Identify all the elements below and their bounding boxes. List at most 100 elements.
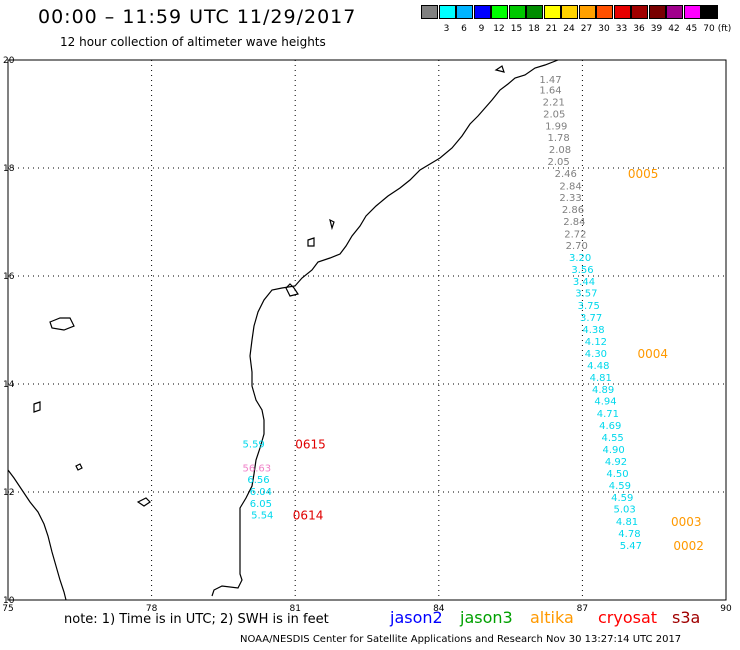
page-subtitle: 12 hour collection of altimeter wave hei… — [60, 35, 326, 49]
wave-height-value: 2.72 — [564, 229, 586, 240]
wave-height-value: 4.48 — [587, 361, 609, 372]
wave-height-value: 4.30 — [585, 349, 607, 360]
lat-tick-label: 12 — [3, 488, 14, 498]
lon-tick-label: 78 — [146, 604, 158, 614]
legend-label: 21 — [545, 24, 558, 34]
wave-height-value: 4.71 — [597, 409, 619, 420]
wave-height-value: 2.33 — [559, 193, 581, 204]
wave-height-value: 4.59 — [609, 481, 631, 492]
legend-label: 36 — [633, 24, 645, 34]
legend-swatch — [508, 5, 526, 19]
wave-height-value: 4.89 — [592, 385, 614, 396]
coastline — [7, 59, 559, 601]
legend-swatch — [438, 5, 456, 19]
legend-swatch — [421, 5, 438, 19]
satellite-label-jason3: jason3 — [460, 608, 513, 627]
legend-swatch — [473, 5, 491, 19]
wave-height-value: 1.64 — [539, 86, 561, 97]
legend-label: 3 — [443, 24, 450, 34]
legend-unit-label: (ft) — [717, 24, 732, 34]
legend-swatch — [648, 5, 666, 19]
legend-label: 6 — [461, 24, 467, 34]
legend-swatch — [456, 5, 473, 19]
island-1 — [49, 317, 75, 331]
lat-tick-label: 20 — [3, 56, 15, 66]
legend-label: 24 — [563, 24, 575, 34]
india-east-coast — [211, 59, 559, 597]
time-label: 0003 — [671, 515, 702, 529]
lat-tick-label: 18 — [3, 164, 15, 174]
lon-tick-label: 90 — [720, 604, 732, 614]
map-frame — [7, 59, 727, 601]
time-label: 0004 — [637, 347, 668, 361]
wave-height-value: 5.47 — [620, 541, 642, 552]
wave-height-value: 2.84 — [559, 181, 581, 192]
legend-label: 39 — [650, 24, 663, 34]
wave-height-value: 4.50 — [606, 469, 628, 480]
wave-height-value: 2.84 — [563, 217, 585, 228]
wave-height-value: 1.78 — [547, 133, 569, 144]
wave-height-value: 3.44 — [573, 277, 595, 288]
island-5 — [329, 218, 335, 231]
time-label: 0005 — [628, 167, 659, 181]
wave-height-value: 5.59 — [243, 439, 265, 450]
satellite-label-altika: altika — [530, 608, 574, 627]
wave-height-value: 4.81 — [590, 373, 612, 384]
satellite-label-s3a: s3a — [672, 608, 701, 627]
time-label: 0615 — [295, 437, 326, 451]
wave-height-value: 4.94 — [594, 397, 616, 408]
godavari-delta — [285, 283, 299, 297]
legend-label: 18 — [528, 24, 540, 34]
legend-swatch — [526, 5, 543, 19]
wave-height-value: 5.03 — [614, 505, 636, 516]
legend-label: 27 — [580, 24, 593, 34]
wave-height-value: 4.38 — [582, 325, 604, 336]
legend-swatch — [683, 5, 701, 19]
island-7 — [494, 65, 505, 73]
wave-height-value: 6.56 — [247, 475, 269, 486]
wave-height-value: 2.86 — [562, 205, 584, 216]
wave-height-value: 6.04 — [250, 487, 272, 498]
wave-height-value: 4.12 — [585, 337, 607, 348]
wave-height-value: 4.78 — [618, 529, 640, 540]
island-3 — [75, 463, 83, 471]
time-label: 0002 — [673, 539, 704, 553]
wave-height-value: 2.21 — [543, 98, 565, 109]
lon-tick-label: 87 — [577, 604, 588, 614]
wave-height-value: 2.05 — [547, 157, 569, 168]
satellite-label-jason2: jason2 — [390, 608, 443, 627]
wave-height-value: 3.20 — [569, 253, 591, 264]
wave-height-value: 3.56 — [571, 265, 593, 276]
wave-height-value: 5.54 — [251, 511, 273, 522]
wave-height-value: 2.05 — [543, 109, 565, 120]
satellite-label-cryosat: cryosat — [598, 608, 658, 627]
legend-swatch — [631, 5, 648, 19]
credit-line: NOAA/NESDIS Center for Satellite Applica… — [240, 634, 682, 645]
wave-height-value: 1.47 — [539, 75, 561, 86]
lat-lon-grid — [8, 60, 726, 600]
wave-height-value: 4.59 — [611, 493, 633, 504]
island-4 — [136, 497, 151, 507]
wave-height-value: 4.90 — [603, 445, 625, 456]
legend-label: 30 — [598, 24, 610, 34]
legend-label: 70 — [703, 24, 715, 34]
units-note: note: 1) Time is in UTC; 2) SWH is in fe… — [64, 612, 329, 627]
wave-height-value: 4.81 — [616, 517, 638, 528]
legend-label: 12 — [493, 24, 505, 34]
wave-height-value: 3.75 — [578, 301, 600, 312]
legend-swatch — [561, 5, 578, 19]
island-6 — [307, 237, 315, 247]
legend-label: 15 — [510, 24, 523, 34]
wave-height-value: 3.77 — [580, 313, 602, 324]
lon-tick-label: 81 — [289, 604, 300, 614]
legend-label: 42 — [668, 24, 680, 34]
wave-height-value: 3.57 — [575, 289, 597, 300]
wave-height-points: 1.471.642.212.051.991.782.082.052.462.84… — [243, 75, 704, 553]
legend-swatch — [543, 5, 561, 19]
wave-height-value: 2.46 — [555, 169, 577, 180]
wave-height-value: 6.05 — [250, 499, 272, 510]
legend-swatch — [596, 5, 613, 19]
wave-height-value: 4.92 — [605, 457, 627, 468]
legend-label: 33 — [615, 24, 628, 34]
